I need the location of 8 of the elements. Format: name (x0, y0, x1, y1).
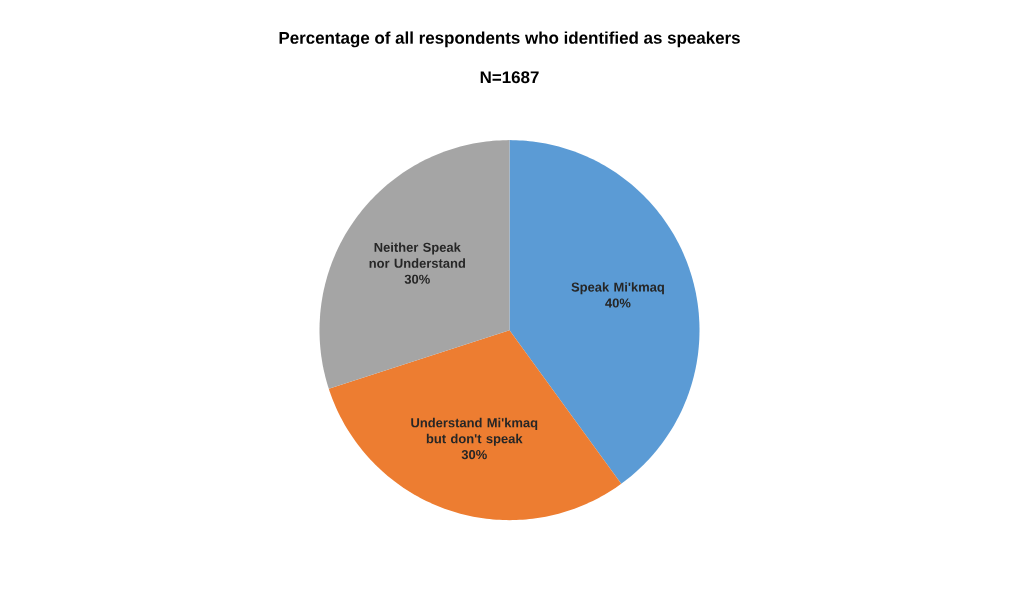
data-label: 30% (461, 450, 487, 460)
data-label: 40% (605, 298, 631, 308)
data-label: 30% (404, 274, 430, 284)
chart-title: Percentage of all respondents who identified as speakers (279, 31, 740, 48)
chart-subtitle: N=1687 (480, 71, 539, 84)
slice-label: Understand Mi'kmaq but don't speak (411, 417, 538, 446)
slice-label: Neither Speak nor Understand (369, 242, 465, 268)
slice-label: Speak Mi'kmaq (571, 282, 664, 295)
